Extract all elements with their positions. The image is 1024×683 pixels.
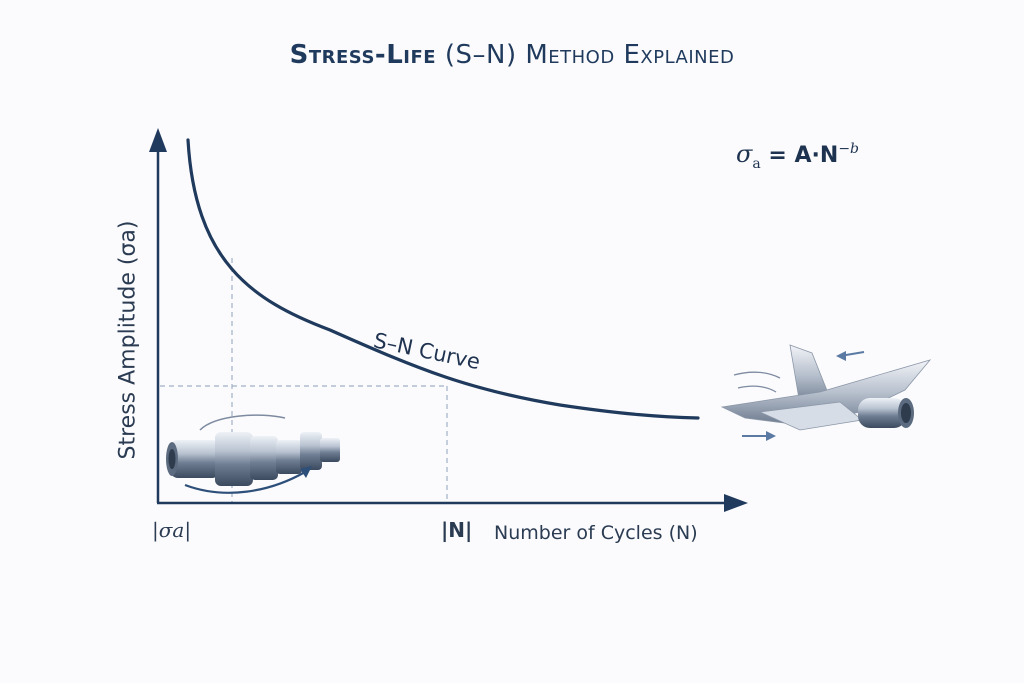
shaft-component-icon (166, 414, 340, 494)
y-axis-label: Stress Amplitude (σa) (115, 220, 141, 460)
sn-curve (186, 138, 700, 420)
x-axis-arrow (724, 494, 748, 512)
x-tick-n: |N| (441, 518, 473, 542)
title-rest: (S–N) Method Explained (436, 40, 735, 70)
basquin-formula: σa = A·N−b (736, 140, 859, 172)
formula-rhs: = A·N (760, 143, 839, 168)
x-tick-sigma: |σa| (152, 518, 192, 542)
axes (149, 128, 748, 512)
x-axis-label: Number of Cycles (N) (494, 522, 698, 544)
guide-lines (160, 258, 448, 502)
formula-sigma: σ (736, 140, 753, 168)
page-title: Stress-Life (S–N) Method Explained (0, 40, 1024, 70)
y-axis-arrow (149, 128, 167, 152)
aircraft-wing-icon (720, 344, 932, 441)
formula-subscript: a (752, 155, 761, 172)
formula-exponent: −b (838, 141, 860, 157)
title-bold: Stress-Life (289, 40, 437, 70)
